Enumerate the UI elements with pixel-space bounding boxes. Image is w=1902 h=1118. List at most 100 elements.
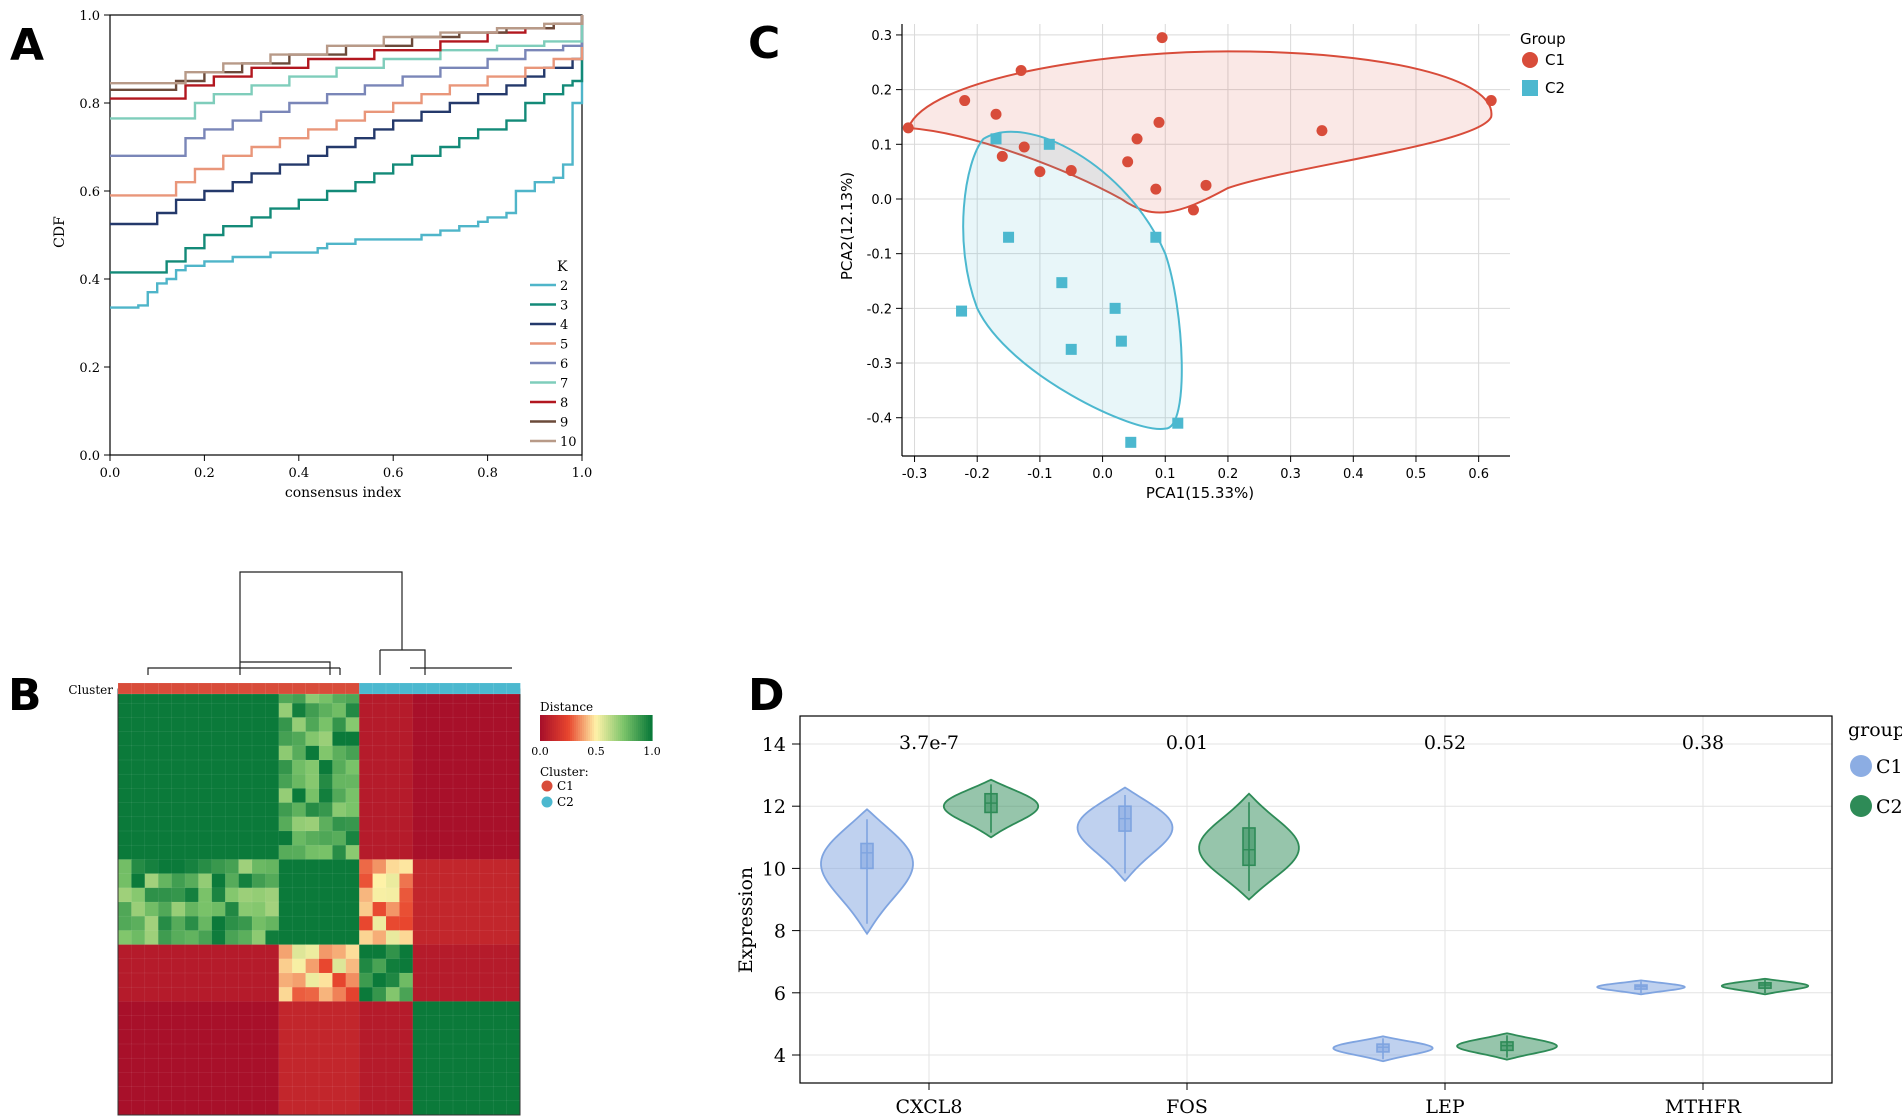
b-heatmap-cell	[372, 1072, 387, 1088]
b-heatmap-cell	[439, 830, 454, 846]
c-y-axis-label: PCA2(12.13%)	[838, 172, 856, 280]
b-heatmap-cell	[251, 788, 267, 804]
b-heatmap-cell	[412, 773, 427, 790]
b-heatmap-cell	[452, 887, 468, 903]
b-heatmap-cell	[278, 1029, 293, 1045]
b-heatmap-cell	[157, 1015, 173, 1031]
panel-c-pca-scatter: PCA1(15.33%) PCA2(12.13%) Group -0.3 -0.2…	[838, 24, 1566, 502]
b-heatmap-cell	[479, 1057, 494, 1074]
b-heatmap-cell	[345, 1100, 360, 1116]
b-heatmap-cell	[492, 773, 508, 790]
b-heatmap-cell	[171, 859, 186, 875]
b-heatmap-cell	[157, 830, 173, 846]
b-heatmap-cell	[506, 944, 521, 960]
c-x-tick-label: -0.1	[1027, 467, 1052, 482]
b-heatmap-cell	[412, 958, 427, 974]
b-heatmap-cell	[238, 1015, 253, 1031]
b-heatmap-cell	[452, 830, 468, 846]
b-heatmap-cell	[171, 1057, 186, 1074]
a-legend-label: 5	[560, 338, 568, 353]
b-heatmap-cell	[452, 1043, 468, 1059]
b-heatmap-cell	[372, 944, 387, 960]
b-heatmap-cell	[224, 1015, 240, 1031]
b-heatmap-cell	[198, 986, 213, 1003]
b-heatmap-cell	[117, 1001, 133, 1017]
b-cluster-bar-cell	[184, 682, 200, 695]
b-heatmap-cell	[332, 887, 347, 903]
b-heatmap-cell	[171, 1086, 186, 1102]
b-heatmap-cell	[439, 1086, 454, 1102]
d-legend-swatch	[1850, 795, 1872, 817]
b-heatmap-cell	[184, 1072, 200, 1088]
b-heatmap-cell	[305, 873, 320, 889]
b-heatmap-cell	[332, 873, 347, 889]
b-heatmap-cell	[425, 1001, 441, 1017]
d-y-tick-label: 8	[774, 921, 786, 943]
b-heatmap-cell	[358, 901, 374, 917]
b-heatmap-cell	[278, 1001, 293, 1017]
c-x-tick-label: 0.3	[1280, 467, 1301, 482]
d-y-tick-label: 14	[762, 734, 786, 756]
b-heatmap-cell	[466, 773, 481, 790]
b-heatmap-cell	[358, 773, 374, 790]
b-heatmap-cell	[157, 1001, 173, 1017]
b-heatmap-cell	[157, 958, 173, 974]
b-heatmap-cell	[479, 901, 494, 917]
b-heatmap-cell	[184, 731, 200, 747]
b-heatmap-cell	[345, 1057, 360, 1074]
b-heatmap-cell	[466, 901, 481, 917]
b-heatmap-cell	[439, 915, 454, 932]
a-series-line-k5	[110, 15, 584, 197]
c-point-c1	[990, 108, 1002, 120]
b-heatmap-cell	[452, 972, 468, 988]
b-heatmap-cell	[265, 702, 280, 719]
b-heatmap-cell	[238, 1029, 253, 1045]
b-heatmap-cell	[184, 859, 200, 875]
b-heatmap-cell	[238, 1100, 253, 1116]
b-heatmap-cell	[466, 887, 481, 903]
b-heatmap-cell	[385, 1086, 401, 1102]
c-point-c1	[1122, 156, 1134, 168]
b-heatmap-cell	[332, 731, 347, 747]
b-heatmap-cell	[345, 802, 360, 818]
b-heatmap-cell	[412, 702, 427, 719]
c-point-c2	[1056, 277, 1068, 289]
b-heatmap-cell	[358, 702, 374, 719]
b-heatmap-cell	[131, 717, 146, 733]
c-point-c1	[1187, 204, 1199, 216]
b-heatmap-cell	[224, 873, 240, 889]
b-heatmap-cell	[425, 1100, 441, 1116]
b-heatmap-cell	[466, 1001, 481, 1017]
b-heatmap-cell	[265, 773, 280, 790]
b-heatmap-cell	[332, 915, 347, 932]
b-heatmap-cell	[198, 1029, 213, 1045]
b-heatmap-cell	[198, 915, 213, 932]
b-heatmap-cell	[157, 1100, 173, 1116]
b-cluster-bar-cell	[439, 682, 454, 695]
b-heatmap-cell	[506, 915, 521, 932]
c-y-tick-label: 0.1	[871, 138, 892, 153]
b-heatmap-cell	[412, 731, 427, 747]
b-colorbar-segment	[636, 715, 639, 741]
b-heatmap-cell	[492, 986, 508, 1003]
b-heatmap-cell	[291, 773, 307, 790]
b-heatmap-cell	[345, 901, 360, 917]
b-heatmap-cell	[117, 830, 133, 846]
b-heatmap-cell	[345, 930, 360, 946]
b-heatmap-cell	[399, 859, 414, 875]
b-heatmap-cell	[224, 1001, 240, 1017]
b-heatmap-cell	[144, 759, 159, 775]
c-point-c1	[996, 150, 1008, 162]
b-heatmap-cell	[466, 915, 481, 932]
b-heatmap-cell	[412, 873, 427, 889]
b-cluster-row-label: Cluster	[68, 683, 113, 697]
b-heatmap-cell	[425, 901, 441, 917]
b-heatmap-cell	[144, 1001, 159, 1017]
b-heatmap-cell	[211, 788, 226, 804]
b-heatmap-cell	[224, 1072, 240, 1088]
b-heatmap-cell	[305, 930, 320, 946]
b-heatmap-cell	[251, 702, 267, 719]
a-series-line-k4	[110, 15, 584, 226]
b-heatmap-cell	[345, 816, 360, 832]
b-heatmap-cell	[238, 773, 253, 790]
